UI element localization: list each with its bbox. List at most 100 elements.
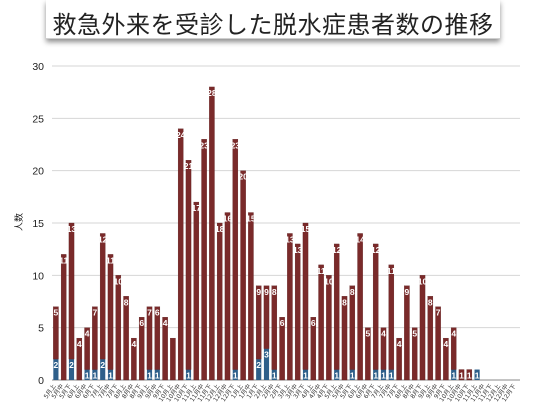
bar-segment-upper bbox=[435, 306, 441, 381]
data-label: 1 bbox=[272, 371, 277, 381]
bar-segment-upper bbox=[76, 337, 83, 381]
data-label: 4 bbox=[381, 329, 386, 339]
bar-segment-upper bbox=[248, 212, 254, 381]
bar-segment-upper bbox=[333, 243, 340, 370]
bar-segment-lower bbox=[84, 369, 90, 380]
bar-segment-upper bbox=[53, 306, 59, 360]
y-tick-label: 0 bbox=[38, 375, 44, 387]
data-label: 16 bbox=[223, 214, 233, 224]
bar-segment-upper bbox=[396, 337, 402, 381]
data-label: 23 bbox=[199, 140, 209, 150]
bar-segment-upper bbox=[326, 275, 332, 381]
bar-segment-lower bbox=[154, 369, 160, 380]
data-label: 4 bbox=[132, 339, 137, 349]
bar-segment-upper bbox=[302, 222, 309, 370]
data-label: 21 bbox=[184, 161, 194, 171]
data-label: 28 bbox=[207, 88, 217, 98]
data-label: 1 bbox=[373, 371, 378, 381]
data-label: 9 bbox=[256, 287, 261, 297]
data-label: 11 bbox=[59, 255, 68, 265]
data-label: 1 bbox=[147, 371, 152, 381]
data-label: 18 bbox=[215, 224, 225, 234]
data-label: 1 bbox=[389, 371, 394, 381]
bar-segment-upper bbox=[201, 139, 207, 381]
bar-segment-upper bbox=[388, 264, 395, 370]
data-label: 6 bbox=[311, 318, 316, 328]
data-label: 14 bbox=[355, 234, 365, 244]
data-label: 1 bbox=[85, 371, 90, 381]
bar-segment-lower bbox=[256, 359, 262, 380]
data-label: 6 bbox=[280, 318, 285, 328]
bar-segment-lower bbox=[271, 369, 277, 380]
bar-segment-upper bbox=[263, 285, 270, 349]
data-label: 4 bbox=[451, 329, 456, 339]
bar-segment-upper bbox=[92, 306, 98, 370]
data-label: 11 bbox=[387, 266, 396, 276]
bar-segment-lower bbox=[107, 369, 114, 380]
data-label: 11 bbox=[106, 255, 115, 265]
data-label: 8 bbox=[124, 297, 129, 307]
bar-segment-upper bbox=[193, 201, 200, 381]
data-label: 1 bbox=[108, 371, 113, 381]
title-banner: 救急外来を受診した脱水症患者数の推移 bbox=[46, 0, 500, 39]
bar-segment-upper bbox=[170, 337, 176, 381]
data-label: 23 bbox=[231, 140, 241, 150]
bar-segment-upper bbox=[357, 233, 363, 381]
bar-segment-upper bbox=[60, 254, 67, 381]
bar-segment-upper bbox=[466, 369, 473, 381]
y-tick-label: 30 bbox=[32, 61, 44, 73]
data-label: 13 bbox=[67, 224, 77, 234]
bar-segment-upper bbox=[177, 128, 184, 381]
bar-segment-lower bbox=[302, 369, 309, 380]
bar-segment-lower bbox=[263, 348, 270, 380]
data-label: 1 bbox=[303, 371, 308, 381]
bar-segment-upper bbox=[162, 317, 168, 381]
bar-segment-upper bbox=[123, 296, 129, 381]
bar-segment-lower bbox=[451, 369, 457, 380]
bar-segment-upper bbox=[115, 275, 122, 381]
bar-segment-upper bbox=[443, 337, 449, 381]
bar-segment-upper bbox=[209, 86, 215, 381]
data-label: 8 bbox=[428, 297, 433, 307]
bar-segment-lower bbox=[185, 369, 192, 380]
data-label: 10 bbox=[418, 276, 428, 286]
bar-segment-lower bbox=[146, 369, 153, 380]
data-label: 17 bbox=[192, 203, 202, 213]
y-tick-label: 20 bbox=[32, 166, 44, 178]
bar-segment-upper bbox=[271, 285, 278, 370]
y-tick-label: 10 bbox=[32, 270, 44, 282]
data-label: 1 bbox=[451, 371, 456, 381]
bar-segment-upper bbox=[138, 317, 145, 381]
bar-segment-lower bbox=[100, 359, 106, 380]
chart-title: 救急外来を受診した脱水症患者数の推移 bbox=[52, 11, 494, 39]
data-label: 1 bbox=[155, 371, 160, 381]
data-label: 11 bbox=[317, 266, 326, 276]
bar-segment-upper bbox=[240, 170, 246, 381]
data-label: 5 bbox=[54, 308, 59, 318]
bar-segment-lower bbox=[349, 369, 355, 380]
data-label: 8 bbox=[342, 297, 347, 307]
data-label: 15 bbox=[301, 224, 311, 234]
data-label: 4 bbox=[77, 339, 82, 349]
bar-segment-lower bbox=[380, 369, 387, 380]
data-label: 1 bbox=[350, 371, 355, 381]
bar-segment-upper bbox=[146, 306, 153, 370]
bar-segment-upper bbox=[107, 254, 114, 370]
data-label: 20 bbox=[238, 172, 248, 182]
data-label: 4 bbox=[163, 318, 168, 328]
data-label: 7 bbox=[93, 308, 98, 318]
data-label: 1 bbox=[233, 371, 238, 381]
bar-segment-lower bbox=[373, 369, 379, 380]
bar-segment-upper bbox=[232, 139, 239, 370]
data-label: 7 bbox=[147, 308, 152, 318]
data-label: 1 bbox=[381, 371, 386, 381]
bar-segment-upper bbox=[365, 327, 371, 381]
data-label: 9 bbox=[264, 287, 269, 297]
data-label: 2 bbox=[256, 360, 261, 370]
bar-segment-upper bbox=[131, 337, 137, 381]
data-label: 2 bbox=[100, 360, 105, 370]
bar-segment-upper bbox=[99, 233, 106, 360]
bar-segment-upper bbox=[411, 327, 418, 381]
data-label: 8 bbox=[350, 287, 355, 297]
bar-segment-upper bbox=[419, 275, 426, 381]
